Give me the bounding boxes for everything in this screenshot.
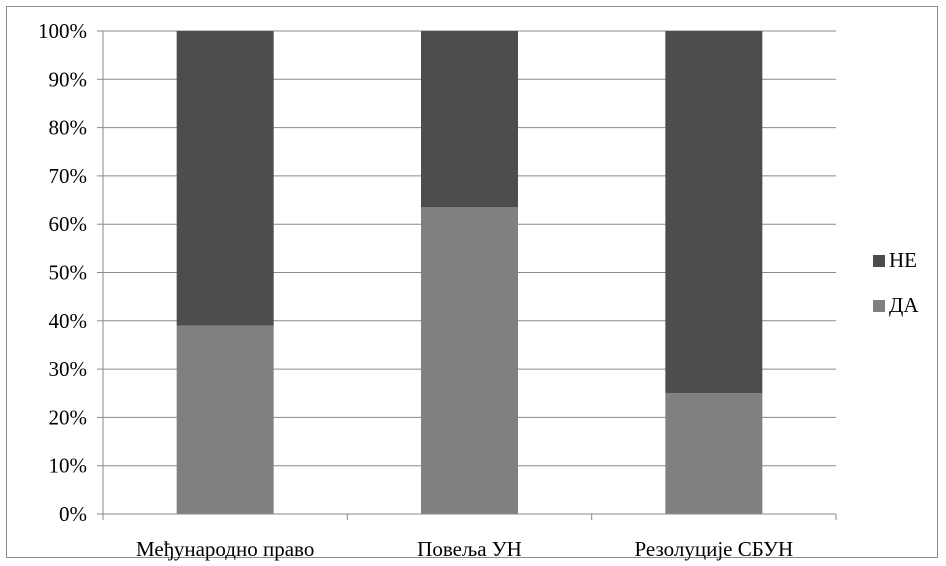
legend-label: ДА (889, 293, 919, 317)
bar-da-3 (665, 393, 763, 514)
legend: НЕ ДА (873, 248, 919, 317)
y-tick-label: 0% (59, 502, 87, 526)
legend-label: НЕ (889, 248, 917, 272)
y-tick-label: 50% (49, 261, 88, 285)
bar-da-1 (176, 325, 274, 514)
y-tick-label: 70% (49, 164, 88, 188)
y-tick-labels: 0% 10% 20% 30% 40% 50% 60% 70% 80% 90% 100% (38, 19, 87, 526)
x-category-label: Међународно право (136, 537, 314, 561)
y-tick-label: 40% (49, 309, 88, 333)
legend-swatch (873, 255, 885, 267)
y-tick-label: 60% (49, 212, 88, 236)
y-tick-label: 90% (49, 67, 88, 91)
x-category-label: Повеља УН (417, 537, 522, 561)
bar-ne-2 (421, 31, 518, 208)
axes (97, 30, 837, 520)
y-tick-label: 100% (38, 19, 87, 43)
bar-ne-3 (665, 31, 763, 394)
legend-swatch (873, 300, 885, 312)
x-category-labels: Међународно право Повеља УН Резолуције СБУ… (136, 537, 793, 561)
y-tick-label: 80% (49, 116, 88, 140)
y-tick-label: 10% (49, 454, 88, 478)
y-tick-label: 20% (49, 405, 88, 429)
bar-ne-1 (176, 31, 274, 326)
bar-da-2 (421, 207, 518, 515)
bars (176, 31, 763, 515)
y-tick-label: 30% (49, 357, 88, 381)
x-category-label: Резолуције СБУН (635, 537, 794, 561)
